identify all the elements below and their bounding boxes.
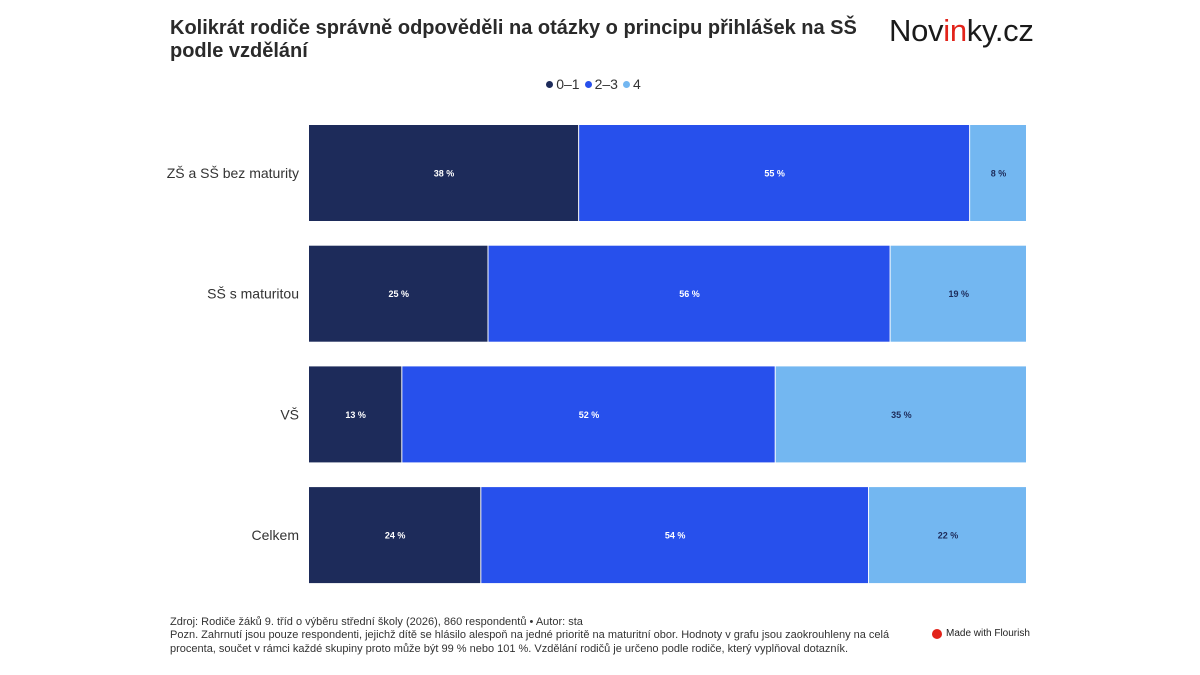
bar-value-label: 19 % [949,289,970,299]
bar-segment[interactable] [890,245,1026,342]
bar-value-label: 56 % [679,289,700,299]
bar-segment[interactable] [309,366,402,463]
flourish-logo-icon [932,628,942,639]
legend-item-2-3[interactable]: 2–3 [584,76,618,92]
legend-label-2-3: 2–3 [594,76,618,92]
source-text: Zdroj: Rodiče žáků 9. tříd o výběru stře… [170,616,583,628]
logo-suffix: ky.cz [966,13,1034,48]
bar-segment[interactable] [775,366,1026,463]
stacked-bar-chart: ZŠ a SŠ bez maturity 38 % 55 % 8 % SŠ s matu… [167,125,1026,584]
legend-swatch-2-3 [584,80,592,88]
novinky-logo[interactable]: Novinky.cz [889,13,1034,49]
bar-segment[interactable] [309,245,488,342]
bar-segment[interactable] [869,487,1026,584]
bar-value-label: 38 % [434,169,455,179]
bar-value-label: 8 % [991,169,1007,179]
legend-label-0-1: 0–1 [556,76,580,92]
legend-swatch-4 [622,80,630,88]
bar-segment[interactable] [309,487,481,584]
bar-segment[interactable] [970,125,1026,221]
bar-segment[interactable] [481,487,869,584]
bar-value-label: 13 % [345,410,366,420]
category-label: SŠ s maturitou [207,286,299,302]
legend-item-4[interactable]: 4 [622,76,641,92]
logo-prefix: Nov [889,13,944,48]
bar-segment[interactable] [488,245,890,342]
bar-value-label: 25 % [388,289,409,299]
category-label: Celkem [252,527,299,543]
flourish-credit[interactable]: Made with Flourish [932,628,1030,639]
chart-legend: 0–1 2–3 4 [0,76,1187,92]
bar-segment[interactable] [579,125,970,221]
logo-accent: in [943,13,967,48]
bar-value-label: 52 % [579,410,600,420]
category-label: VŠ [280,406,299,422]
chart-footer: Zdroj: Rodiče žáků 9. tříd o výběru stře… [170,616,910,656]
flourish-credit-text: Made with Flourish [946,628,1030,639]
bar-value-label: 55 % [764,169,785,179]
bar-segment[interactable] [402,366,775,463]
bar-value-label: 35 % [891,410,912,420]
legend-swatch-0-1 [546,80,554,88]
bar-value-label: 22 % [938,531,959,541]
note-text: Pozn. Zahrnutí jsou pouze respondenti, j… [170,629,890,655]
bar-value-label: 24 % [385,531,406,541]
bar-value-label: 54 % [665,531,686,541]
legend-item-0-1[interactable]: 0–1 [546,76,580,92]
bar-segment[interactable] [309,125,579,221]
chart-title: Kolikrát rodiče správně odpověděli na ot… [170,17,857,62]
category-label: ZŠ a SŠ bez maturity [167,165,299,181]
legend-label-4: 4 [632,76,641,92]
